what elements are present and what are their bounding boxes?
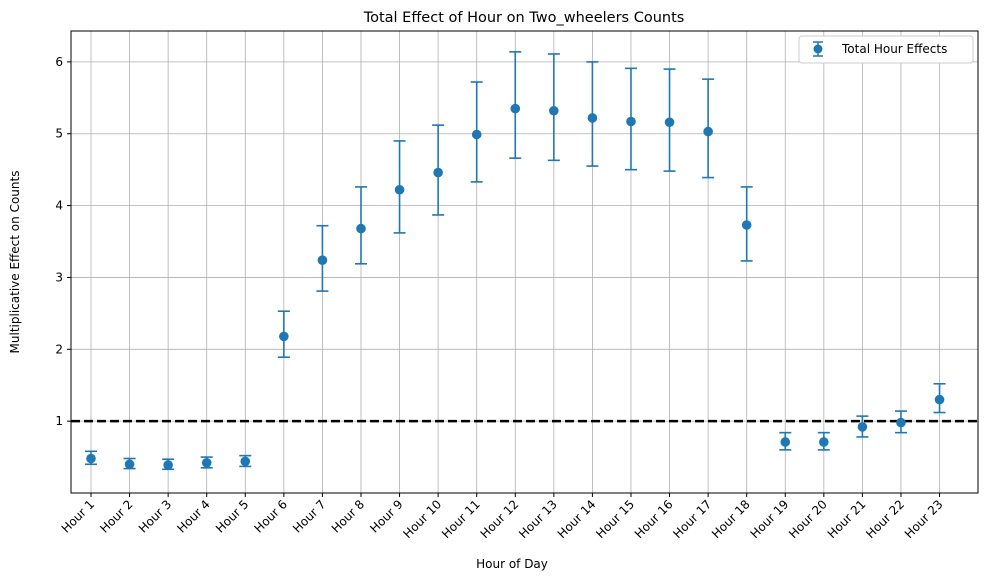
legend-box bbox=[798, 35, 974, 64]
data-point bbox=[896, 417, 906, 428]
data-point bbox=[819, 437, 829, 447]
legend: Total Hour Effects bbox=[798, 35, 974, 64]
data-point bbox=[626, 116, 636, 127]
y-tick-label: 6 bbox=[55, 55, 63, 69]
y-tick-label: 5 bbox=[55, 127, 63, 141]
data-point bbox=[394, 184, 405, 195]
legend-marker bbox=[813, 44, 823, 54]
y-tick-label: 4 bbox=[55, 199, 63, 213]
chart-title: Total Effect of Hour on Two_wheelers Cou… bbox=[363, 10, 685, 26]
grid-lines bbox=[71, 31, 978, 493]
data-point bbox=[240, 456, 251, 467]
data-points bbox=[86, 103, 945, 470]
y-tick-label: 2 bbox=[55, 342, 63, 356]
data-point bbox=[471, 129, 482, 140]
y-axis-title: Multiplicative Effect on Counts bbox=[8, 171, 22, 354]
data-point bbox=[741, 220, 752, 230]
x-axis-title: Hour of Day bbox=[476, 557, 548, 571]
data-point bbox=[857, 422, 868, 432]
y-tick-label: 1 bbox=[55, 414, 63, 428]
data-point bbox=[317, 255, 328, 266]
data-point bbox=[86, 453, 96, 464]
data-point bbox=[201, 458, 212, 468]
y-tick-label: 3 bbox=[55, 270, 63, 284]
data-point bbox=[163, 460, 173, 470]
data-point bbox=[549, 105, 559, 116]
data-point bbox=[510, 103, 521, 114]
data-point bbox=[279, 331, 289, 342]
data-point bbox=[587, 113, 598, 123]
data-point bbox=[703, 126, 713, 137]
data-point bbox=[124, 459, 135, 470]
plot-frame bbox=[70, 30, 979, 494]
data-point bbox=[664, 117, 675, 128]
legend-label: Total Hour Effects bbox=[841, 42, 947, 56]
data-point bbox=[780, 437, 791, 447]
data-point bbox=[433, 167, 443, 178]
data-point bbox=[356, 223, 366, 234]
data-point bbox=[934, 394, 945, 405]
